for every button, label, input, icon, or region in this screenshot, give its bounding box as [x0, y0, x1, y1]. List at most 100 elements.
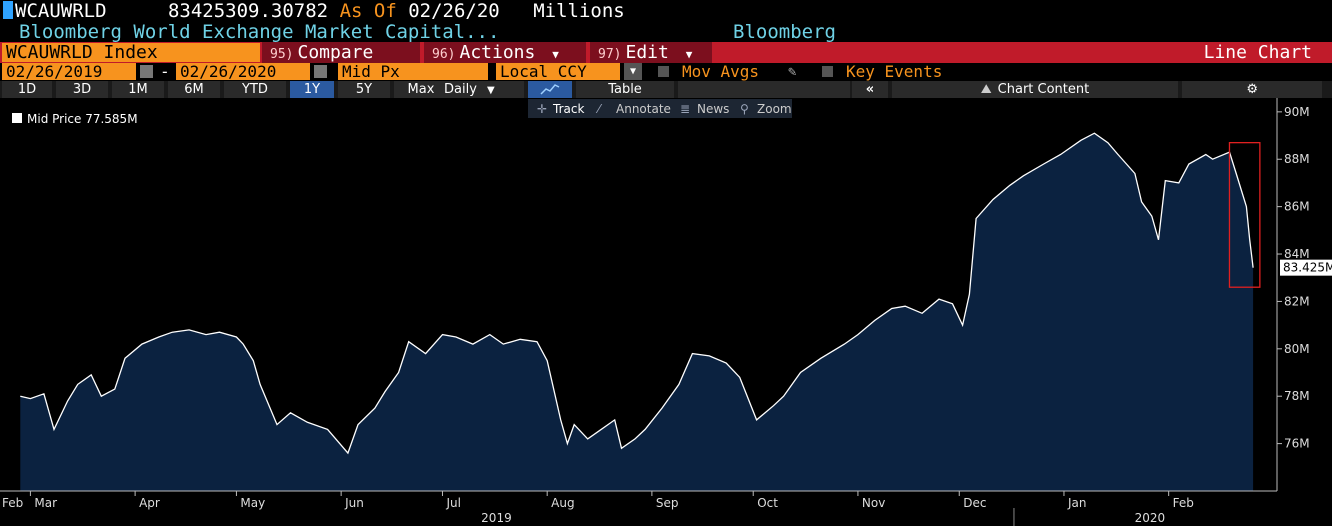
x-tick-label: Jan [1067, 496, 1087, 510]
calendar-icon[interactable] [314, 65, 327, 78]
command-cursor[interactable] [3, 1, 13, 19]
y-axis: 76M 78M 80M 82M 84M 86M 88M 90M 83.425M [1276, 98, 1332, 491]
mov-avgs-checkbox[interactable] [658, 66, 669, 77]
chart-type-label[interactable]: Line Chart [1203, 42, 1312, 63]
year-label: 2019 [481, 511, 512, 525]
chevron-down-icon: ▼ [487, 85, 495, 96]
data-source: Bloomberg [733, 21, 836, 43]
chart-legend: Mid Price 77.585M [12, 112, 138, 126]
period-button-6m[interactable]: 6M [168, 81, 220, 98]
price-area [20, 133, 1254, 491]
as-of-date: 02/26/20 [408, 0, 500, 22]
edit-number: 97) [598, 47, 622, 62]
security-description: Bloomberg World Exchange Market Capital.… [19, 21, 500, 43]
period-button-1d[interactable]: 1D [2, 81, 52, 98]
last-value: 83425309.30782 [167, 0, 329, 22]
end-date-field[interactable]: 02/26/2020 [176, 63, 310, 80]
x-tick-label: Aug [551, 496, 574, 510]
y-tick-label: 90M [1284, 105, 1310, 119]
x-tick-label: Apr [139, 496, 160, 510]
y-tick-label: 78M [1284, 389, 1310, 403]
chevron-down-icon[interactable]: ▼ [624, 63, 642, 80]
date-range-dash: - [160, 62, 170, 81]
security-header: WCAUWRLD 83425309.30782 As Of 02/26/20 M… [0, 0, 1332, 22]
key-events-label: Key Events [846, 62, 943, 81]
currency-selector[interactable]: Local CCY [496, 63, 620, 80]
chart-content-label: Chart Content [997, 82, 1090, 97]
y-tick-label: 82M [1284, 294, 1310, 308]
news-button[interactable]: News [697, 102, 729, 116]
year-label: 2020 [1135, 511, 1166, 525]
security-field[interactable]: WCAUWRLD Index [2, 43, 260, 62]
chart-toolbar-background [528, 99, 792, 118]
legend-label: Mid Price 77.585M [27, 112, 138, 126]
as-of-label: As Of [339, 0, 397, 22]
edit-button[interactable]: 97) Edit ▼ [590, 42, 712, 63]
start-date-field[interactable]: 02/26/2019 [2, 63, 136, 80]
gear-icon[interactable]: ⚙ [1182, 81, 1322, 98]
collapse-icon[interactable]: « [852, 81, 888, 98]
annotate-button[interactable]: Annotate [616, 102, 671, 116]
x-tick-label: Oct [757, 496, 778, 510]
x-tick-label: Jul [445, 496, 460, 510]
chart-content-button[interactable]: ⛰ Chart Content [892, 81, 1178, 98]
period-button-max[interactable]: Max [394, 81, 448, 98]
mov-avgs-label: Mov Avgs [682, 62, 760, 81]
actions-number: 96) [432, 47, 456, 62]
chart-toolbar: ✛ Track ⁄ Annotate ≣ News ⚲ Zoom [528, 99, 792, 118]
y-tick-label: 76M [1284, 437, 1310, 451]
compare-number: 95) [270, 47, 294, 62]
x-axis: Feb Mar Apr May Jun Jul Aug Sep Oct Nov Dec Jan Feb 2… [0, 490, 1277, 526]
period-button-3d[interactable]: 3D [56, 81, 108, 98]
pencil-icon[interactable]: ✎ [788, 64, 797, 80]
annotate-icon: ⁄ [595, 102, 603, 116]
news-icon: ≣ [680, 102, 690, 116]
period-toolbar: 1D 3D 1M 6M YTD 1Y 5Y Max Daily ▼ Table « ⛰ Char… [0, 81, 1332, 98]
frequency-selector[interactable]: Daily ▼ [436, 81, 524, 98]
highlight-box [1228, 142, 1261, 288]
period-button-ytd[interactable]: YTD [224, 81, 286, 98]
period-button-5y[interactable]: 5Y [338, 81, 390, 98]
zoom-button[interactable]: Zoom [757, 102, 792, 116]
price-line [20, 132, 1254, 455]
x-tick-label: Mar [34, 496, 57, 510]
search-icon: ⚲ [740, 102, 749, 116]
y-tick-label: 88M [1284, 152, 1310, 166]
x-tick-label: May [240, 496, 265, 510]
legend-swatch [12, 113, 22, 123]
x-tick-label: Jun [344, 496, 364, 510]
y-tick-label: 84M [1284, 247, 1310, 261]
period-button-1m[interactable]: 1M [112, 81, 164, 98]
actions-label: Actions [459, 42, 536, 63]
x-tick-label: Feb [1173, 496, 1194, 510]
field-selector[interactable]: Mid Px [338, 63, 488, 80]
key-events-checkbox[interactable] [822, 66, 833, 77]
security-description-row: Bloomberg World Exchange Market Capital.… [0, 22, 1332, 42]
last-value-label: 83.425M [1283, 261, 1332, 275]
menu-bar: WCAUWRLD Index 95) Compare 96) Actions ▼ 9… [0, 42, 1332, 63]
last-value-badge [1280, 259, 1332, 276]
y-tick-label: 86M [1284, 200, 1310, 214]
compare-label: Compare [297, 42, 374, 63]
ticker-code: WCAUWRLD [15, 0, 107, 22]
compare-button[interactable]: 95) Compare [262, 42, 420, 63]
y-tick-label: 80M [1284, 342, 1310, 356]
track-button[interactable]: Track [552, 102, 584, 116]
chevron-down-icon: ▼ [552, 48, 559, 61]
calendar-icon[interactable] [140, 65, 153, 78]
chart-options-row: 02/26/2019 - 02/26/2020 Mid Px Local CCY… [0, 63, 1332, 81]
line-chart[interactable]: ✛ Track ⁄ Annotate ≣ News ⚲ Zoom Mid Pri… [0, 98, 1332, 526]
table-button[interactable]: Table [576, 81, 674, 98]
actions-button[interactable]: 96) Actions ▼ [424, 42, 586, 63]
x-tick-label: Sep [656, 496, 679, 510]
edit-label: Edit [625, 42, 669, 63]
period-button-1y[interactable]: 1Y [290, 81, 334, 98]
crosshair-icon: ✛ [537, 102, 547, 116]
line-chart-button[interactable] [528, 81, 572, 98]
x-tick-label: Dec [963, 496, 986, 510]
x-tick-label: Nov [862, 496, 885, 510]
units-label: Millions [533, 0, 625, 22]
chevron-down-icon: ▼ [685, 48, 693, 61]
x-tick-label: Feb [2, 496, 23, 510]
frequency-label: Daily [444, 82, 477, 97]
